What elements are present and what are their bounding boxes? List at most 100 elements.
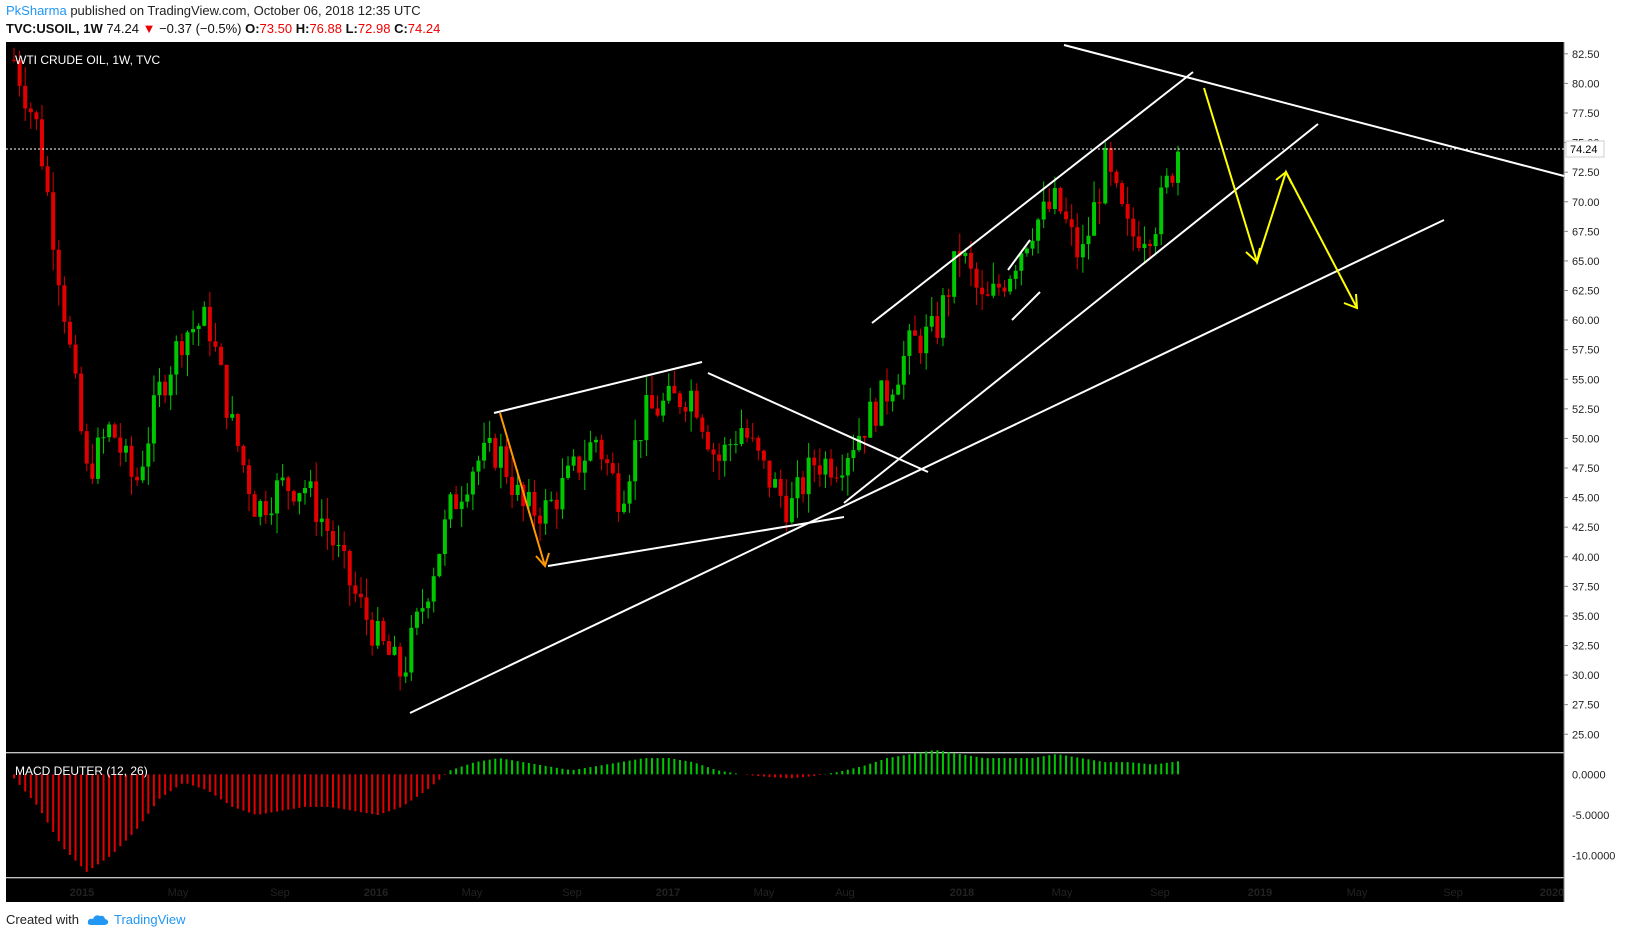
candle-body [890,394,895,402]
price-change: −0.37 (−0.5%) [159,21,242,36]
brand-name: TradingView [113,912,186,927]
candle-body [12,59,16,61]
candle-body [151,395,156,444]
candle-body [644,395,649,441]
candle-body [1142,243,1147,249]
candle-body [840,475,845,478]
candle-body [386,641,391,655]
price-pane[interactable] [6,42,1564,752]
price-tick-label: 67.50 [1572,226,1600,238]
candle-body [219,346,224,365]
price-axis[interactable]: 82.5080.0077.5075.0072.5070.0067.5065.00… [1564,49,1600,741]
candle-body [34,112,39,120]
candle-body [862,435,867,438]
candle-body [414,611,419,628]
time-axis[interactable] [6,878,1564,902]
candle-body [750,437,755,439]
candle-body [661,400,666,416]
candle-body [163,381,168,396]
candle-body [638,440,643,442]
candle-body [426,601,431,609]
price-tick-label: 55.00 [1572,374,1600,386]
candle-body [23,85,28,109]
candle-body [795,477,800,499]
candle-body [146,443,151,467]
candle-body [442,519,447,555]
time-tick-label: May [754,887,775,899]
candle-body [297,493,302,502]
flag-line-2 [1011,291,1041,321]
candle-body [1064,211,1069,220]
candle-body [157,381,162,396]
time-axis-labels[interactable]: 2015 May Sep 2016 May Sep 2017 May Aug 2018 May Sep… [70,887,1564,899]
price-tick-label: 65.00 [1572,256,1600,268]
trendline-drawings[interactable] [409,44,1565,714]
macd-pane[interactable] [6,753,1564,877]
candle-body [1097,202,1102,204]
candle-body [801,477,806,495]
candle-body [459,501,464,509]
candle-body [722,444,727,461]
candle-body [980,287,985,295]
candle-body [1086,235,1091,245]
candle-body [1108,147,1113,172]
candle-body [280,477,285,481]
candle-body [230,414,235,418]
candle-body [929,316,934,327]
candle-body [868,401,873,438]
candle-body [566,465,571,478]
candle-body [140,466,145,481]
projection-arrowhead-2 [1275,170,1293,185]
candle-body [1131,218,1136,237]
candle-body [940,295,945,338]
candle-body [364,597,369,620]
candle-body [515,484,520,496]
time-tick-label: 2017 [656,887,680,899]
high-label: H: [295,21,310,36]
candle-body [90,463,95,479]
candle-body [258,501,263,517]
candle-body [851,450,856,458]
candle-body [689,390,694,412]
time-tick-label: Sep [1443,887,1463,899]
candle-body [526,491,531,507]
last-price-badge-text: 74.24 [1570,144,1598,156]
published-text: published on TradingView.com, October 06… [70,3,421,18]
wedge-lower-line [547,516,845,567]
price-tick-label: 35.00 [1572,611,1600,623]
candle-body [45,166,50,193]
price-tick-label: 72.50 [1572,167,1600,179]
projection-path [1203,87,1358,309]
candle-body [845,457,850,476]
symbol-info-line: TVC:USOIL, 1W 74.24 ▼ −0.37 (−0.5%) O:73… [6,20,440,38]
close-label: C: [394,21,408,36]
candle-body [784,495,789,523]
flag-line-1 [1007,239,1031,271]
candle-body [129,445,134,477]
tradingview-link[interactable]: TradingView [87,912,186,927]
candle-body [437,554,442,577]
price-tick-label: 37.50 [1572,581,1600,593]
candle-body [482,442,487,461]
candle-body [974,268,979,288]
candle-body [538,515,543,524]
candle-body [224,364,229,418]
candle-body [896,384,901,395]
decline-arrowhead [535,552,550,568]
candle-body [493,437,498,468]
projection-drawings[interactable] [499,87,1359,568]
candle-body [291,491,296,502]
candle-body [996,283,1001,288]
cloud-logo-icon [87,914,109,925]
candle-body [924,326,929,354]
author-link[interactable]: PkSharma [6,3,67,18]
price-tick-label: 25.00 [1572,729,1600,741]
candle-body [1148,243,1153,247]
candle-body [330,531,335,546]
candle-body [179,341,184,356]
time-tick-label: May [1052,887,1073,899]
macd-axis[interactable]: 0.0000 -5.0000 -10.0000 [1572,769,1615,862]
candle-body [1176,151,1180,183]
candle-body [465,494,470,502]
